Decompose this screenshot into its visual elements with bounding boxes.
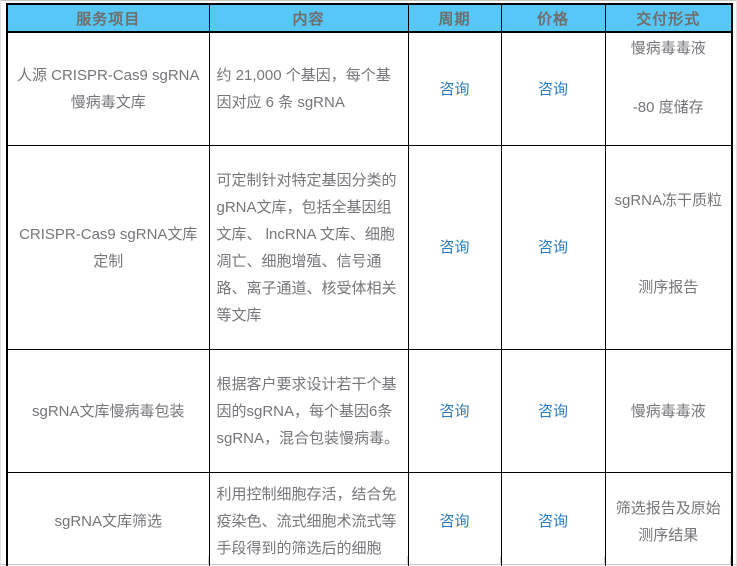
- consult-link[interactable]: 咨询: [537, 80, 568, 98]
- delivery-cell: 筛选报告及原始测序结果: [604, 472, 733, 566]
- period-cell: 咨询: [407, 31, 502, 146]
- delivery-line: -80 度储存: [632, 99, 704, 116]
- price-cell: 咨询: [500, 145, 606, 350]
- price-cell: 咨询: [500, 349, 606, 473]
- period-cell: 咨询: [407, 472, 502, 566]
- service-cell: CRISPR-Cas9 sgRNA文库定制: [6, 145, 210, 350]
- delivery-line: 测序报告: [638, 279, 699, 296]
- services-table: 服务项目 内容 周期 价格 交付形式 人源 CRISPR-Cas9 sgRNA …: [6, 3, 733, 566]
- table-row: CRISPR-Cas9 sgRNA文库定制 可定制针对特定基因分类的gRNA文库…: [6, 145, 733, 350]
- service-cell: 人源 CRISPR-Cas9 sgRNA 慢病毒文库: [6, 31, 210, 146]
- header-row: 服务项目 内容 周期 价格 交付形式: [6, 3, 733, 33]
- consult-link[interactable]: 咨询: [439, 80, 470, 98]
- col-header-content: 内容: [208, 3, 409, 33]
- period-cell: 咨询: [407, 145, 502, 350]
- period-cell: 咨询: [407, 349, 502, 473]
- content-cell: 根据客户要求设计若干个基因的sgRNA，每个基因6条sgRNA，混合包装慢病毒。: [208, 349, 409, 473]
- delivery-line: sgRNA冻干质粒: [614, 192, 722, 209]
- content-cell: 利用控制细胞存活，结合免疫染色、流式细胞术流式等手段得到的筛选后的细胞: [208, 472, 409, 566]
- delivery-cell: 慢病毒毒液: [604, 349, 733, 473]
- consult-link[interactable]: 咨询: [439, 402, 470, 420]
- outer-grid-line-top: [0, 0, 737, 1]
- consult-link[interactable]: 咨询: [537, 402, 568, 420]
- delivery-line: 慢病毒毒液: [630, 40, 706, 57]
- service-cell: sgRNA文库筛选: [6, 472, 210, 566]
- content-cell: 约 21,000 个基因，每个基因对应 6 条 sgRNA: [208, 31, 409, 146]
- delivery-cell: 慢病毒毒液 -80 度储存: [604, 31, 733, 146]
- consult-link[interactable]: 咨询: [439, 513, 470, 530]
- delivery-line: 筛选报告及原始测序结果: [615, 499, 721, 544]
- consult-link[interactable]: 咨询: [439, 239, 470, 256]
- outer-grid-line-left: [0, 0, 1, 566]
- col-header-period: 周期: [407, 3, 502, 33]
- price-cell: 咨询: [500, 31, 606, 146]
- delivery-line: 慢病毒毒液: [630, 402, 706, 420]
- col-header-delivery: 交付形式: [604, 3, 733, 33]
- price-cell: 咨询: [500, 472, 606, 566]
- service-cell: sgRNA文库慢病毒包装: [6, 349, 210, 473]
- content-cell: 可定制针对特定基因分类的gRNA文库，包括全基因组文库、 lncRNA 文库、细…: [208, 145, 409, 350]
- table-row: 人源 CRISPR-Cas9 sgRNA 慢病毒文库 约 21,000 个基因，…: [6, 31, 733, 146]
- delivery-cell: sgRNA冻干质粒 测序报告: [604, 145, 733, 350]
- table-row: sgRNA文库慢病毒包装 根据客户要求设计若干个基因的sgRNA，每个基因6条s…: [6, 349, 733, 473]
- consult-link[interactable]: 咨询: [537, 513, 568, 530]
- col-header-service: 服务项目: [6, 3, 210, 33]
- table-row: sgRNA文库筛选 利用控制细胞存活，结合免疫染色、流式细胞术流式等手段得到的筛…: [6, 472, 733, 566]
- col-header-price: 价格: [500, 3, 606, 33]
- consult-link[interactable]: 咨询: [537, 239, 568, 256]
